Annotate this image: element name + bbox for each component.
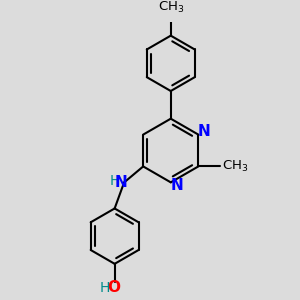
Text: H: H bbox=[100, 281, 110, 295]
Text: O: O bbox=[107, 280, 120, 296]
Text: H: H bbox=[109, 174, 120, 188]
Text: CH$_3$: CH$_3$ bbox=[222, 159, 248, 174]
Text: N: N bbox=[115, 175, 128, 190]
Text: N: N bbox=[198, 124, 211, 139]
Text: N: N bbox=[170, 178, 183, 193]
Text: CH$_3$: CH$_3$ bbox=[158, 0, 184, 15]
